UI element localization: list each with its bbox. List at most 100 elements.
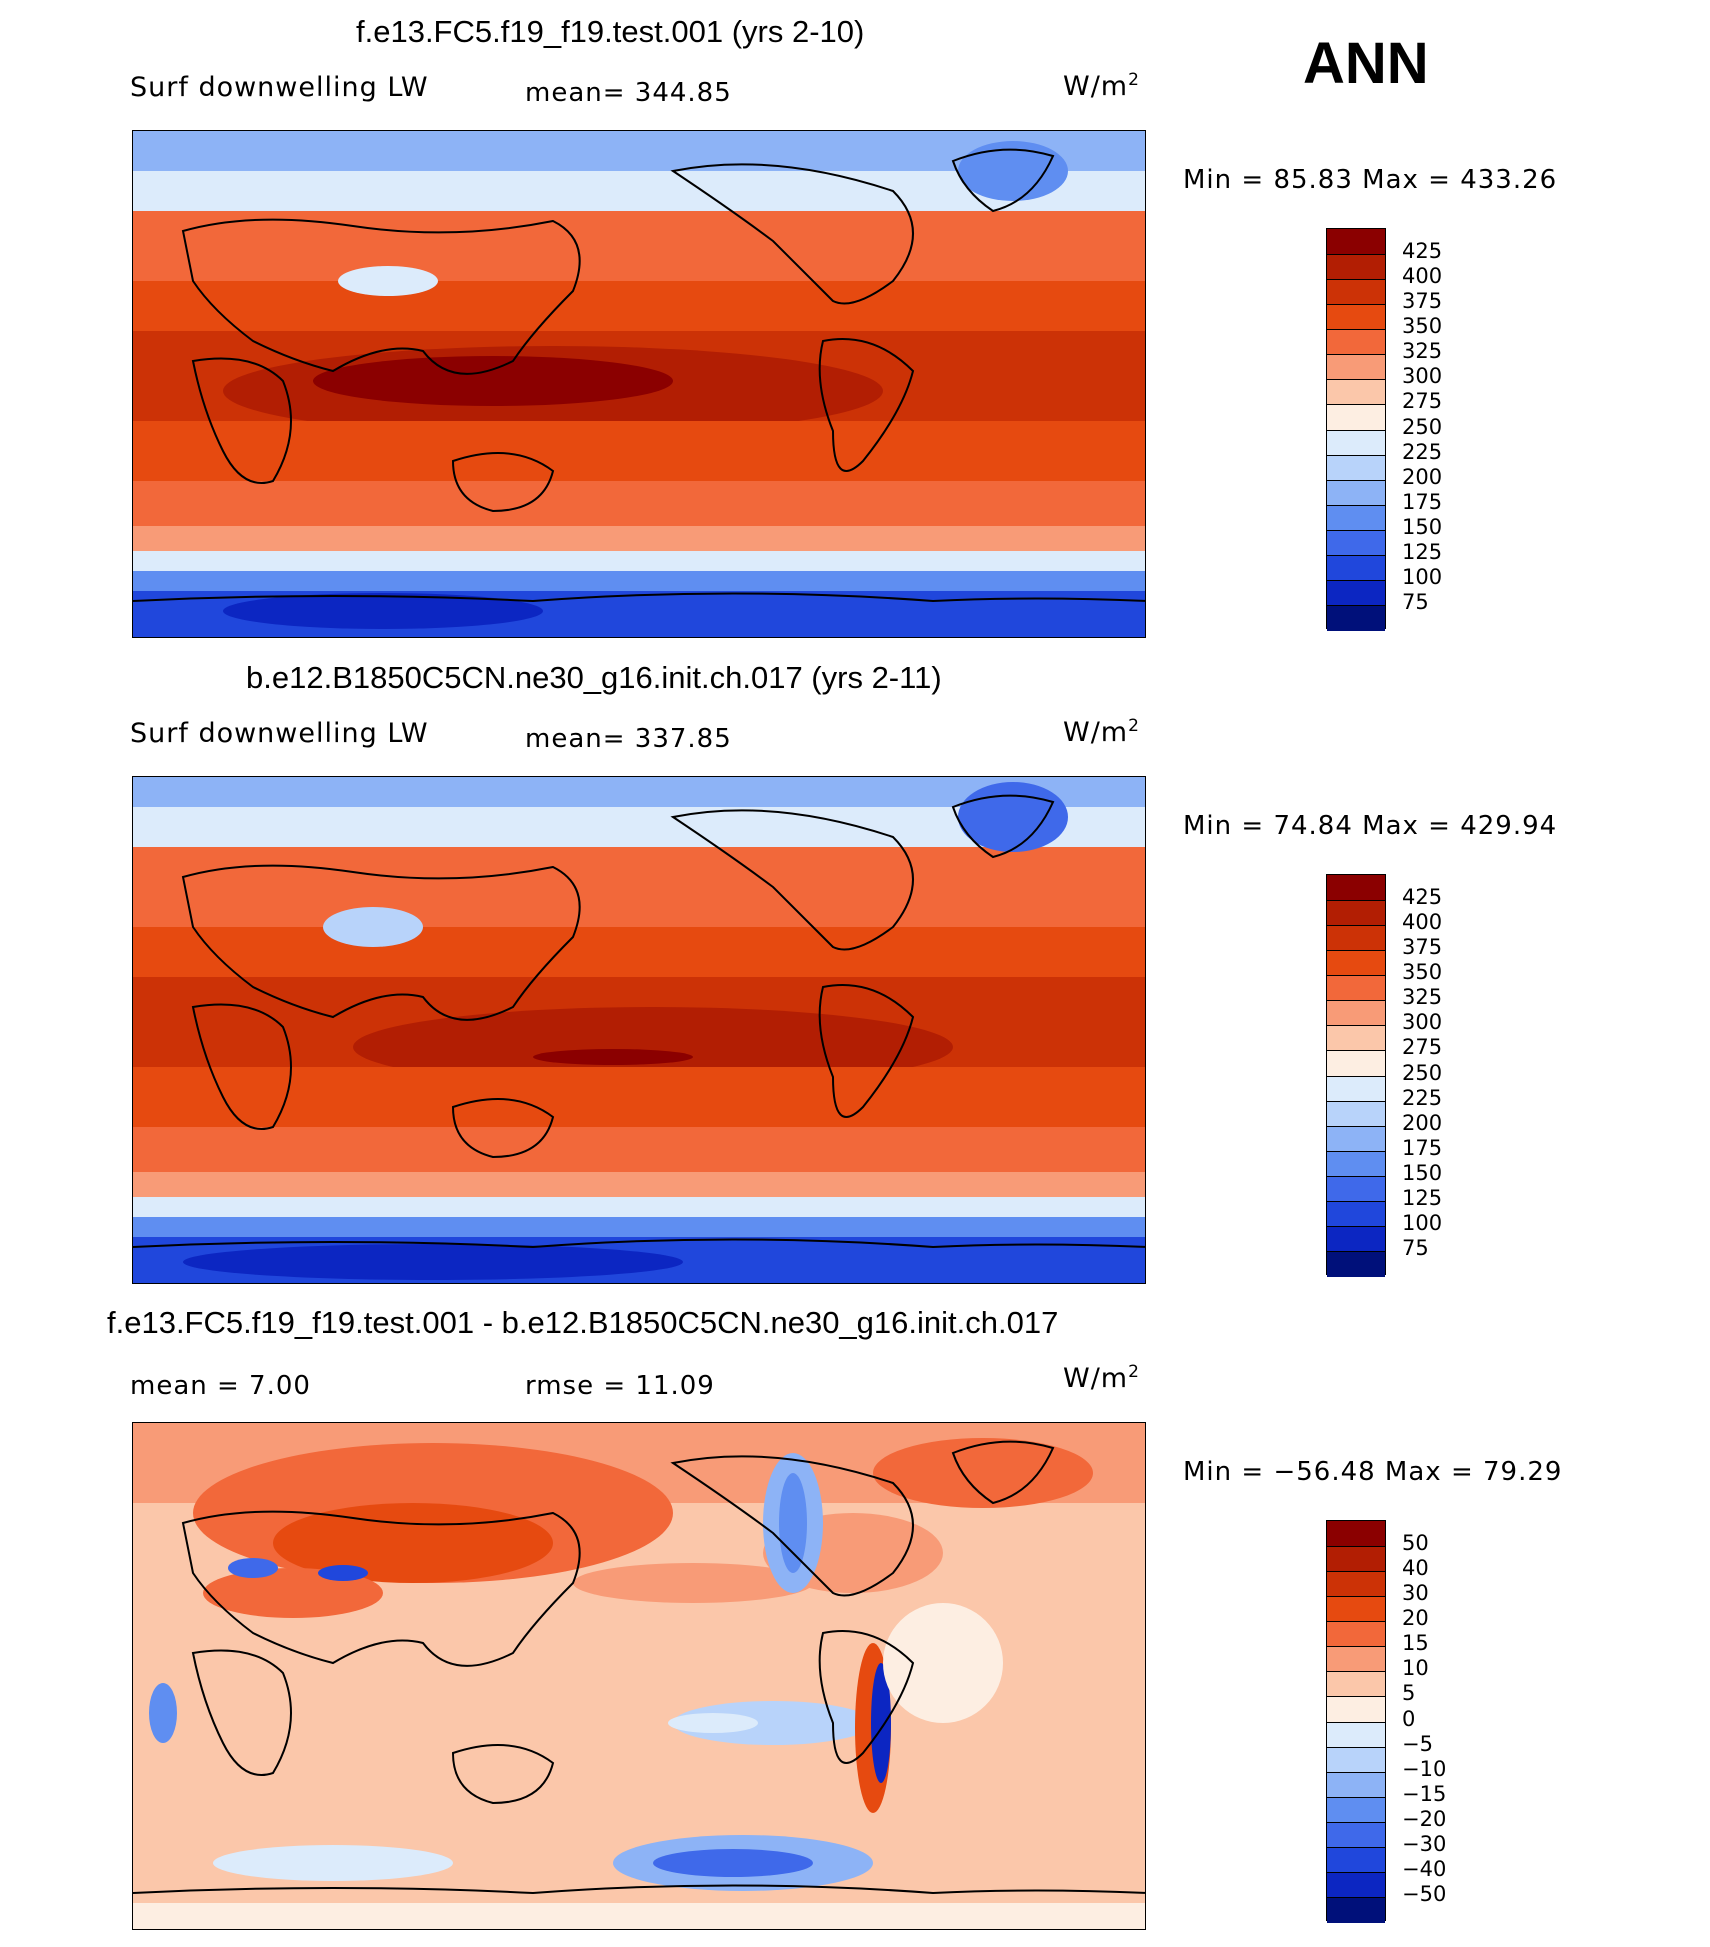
colorbar-tick-label: 50 <box>1402 1531 1429 1556</box>
panel-2-map <box>132 776 1146 1284</box>
colorbar-tick-label: −5 <box>1402 1731 1433 1756</box>
colorbar-tick-label: 75 <box>1402 1235 1429 1260</box>
colorbar-segment <box>1327 875 1385 901</box>
colorbar-tick-label: 425 <box>1402 239 1443 264</box>
panel-2-units: W/m2 <box>1063 716 1140 748</box>
colorbar-segment <box>1327 1746 1385 1773</box>
panel-2-title: b.e12.B1850C5CN.ne30_g16.init.ch.017 (yr… <box>246 660 942 695</box>
season-label: ANN <box>1303 31 1429 96</box>
panel-3-title: f.e13.FC5.f19_f19.test.001 - b.e12.B1850… <box>107 1305 1059 1340</box>
colorbar-segment <box>1327 229 1385 255</box>
panel-1-map <box>132 130 1146 638</box>
colorbar-segment <box>1327 1150 1385 1177</box>
colorbar-segment <box>1327 1225 1385 1252</box>
colorbar-tick-label: 325 <box>1402 985 1443 1010</box>
colorbar-segment <box>1327 1125 1385 1152</box>
panel-3-colorbar-box <box>1326 1520 1386 1923</box>
panel-3-rmse: rmse = 11.09 <box>525 1371 715 1401</box>
panel-3-map <box>132 1422 1146 1930</box>
colorbar-segment <box>1327 354 1385 381</box>
panel-1-title: f.e13.FC5.f19_f19.test.001 (yrs 2-10) <box>356 14 865 49</box>
colorbar-tick-label: 75 <box>1402 589 1429 614</box>
colorbar-tick-label: 200 <box>1402 464 1443 489</box>
colorbar-tick-label: 375 <box>1402 935 1443 960</box>
colorbar-segment <box>1327 404 1385 431</box>
colorbar-segment <box>1327 1571 1385 1598</box>
colorbar-tick-label: −30 <box>1402 1831 1447 1856</box>
colorbar-tick-label: 125 <box>1402 1185 1443 1210</box>
panel-1-units: W/m2 <box>1063 70 1140 102</box>
panel-1-mean: mean= 344.85 <box>525 78 732 108</box>
panel-2-colorbar: 425 400 375 350 325 300 275 250 225 200 175 150 125 1… <box>1326 874 1442 1277</box>
colorbar-tick-label: 250 <box>1402 414 1443 439</box>
colorbar-segment <box>1327 1200 1385 1227</box>
panel-1-colorbar: 425 400 375 350 325 300 275 250 225 200 175 150 125 1… <box>1326 228 1442 631</box>
colorbar-tick-label: −40 <box>1402 1856 1447 1881</box>
colorbar-tick-label: 150 <box>1402 514 1443 539</box>
colorbar-tick-label: 175 <box>1402 1135 1443 1160</box>
colorbar-segment <box>1327 1596 1385 1623</box>
colorbar-segment <box>1327 1100 1385 1127</box>
panel-3-mean: mean = 7.00 <box>130 1371 311 1401</box>
colorbar-segment <box>1327 1075 1385 1102</box>
colorbar-tick-label: 20 <box>1402 1606 1429 1631</box>
colorbar-tick-label: 250 <box>1402 1060 1443 1085</box>
colorbar-segment <box>1327 1521 1385 1547</box>
colorbar-segment <box>1327 1846 1385 1873</box>
colorbar-segment <box>1327 479 1385 506</box>
colorbar-segment <box>1327 454 1385 481</box>
colorbar-segment <box>1327 529 1385 556</box>
colorbar-tick-label: 350 <box>1402 960 1443 985</box>
colorbar-tick-label: 275 <box>1402 1035 1443 1060</box>
panel-3-units: W/m2 <box>1063 1362 1140 1394</box>
colorbar-tick-label: −20 <box>1402 1806 1447 1831</box>
colorbar-segment <box>1327 1175 1385 1202</box>
colorbar-segment <box>1327 504 1385 531</box>
colorbar-segment <box>1327 1621 1385 1648</box>
colorbar-segment <box>1327 554 1385 581</box>
colorbar-segment <box>1327 975 1385 1002</box>
colorbar-tick-label: 275 <box>1402 389 1443 414</box>
colorbar-segment <box>1327 1050 1385 1077</box>
colorbar-segment <box>1327 1821 1385 1848</box>
colorbar-tick-label: 100 <box>1402 564 1443 589</box>
colorbar-tick-label: 350 <box>1402 314 1443 339</box>
colorbar-segment <box>1327 604 1385 631</box>
colorbar-segment <box>1327 579 1385 606</box>
colorbar-segment <box>1327 1646 1385 1673</box>
panel-2-colorbar-box <box>1326 874 1386 1277</box>
colorbar-tick-label: −50 <box>1402 1881 1447 1906</box>
colorbar-tick-label: 300 <box>1402 364 1443 389</box>
colorbar-tick-label: 40 <box>1402 1556 1429 1581</box>
panel-1-field-label: Surf downwelling LW <box>130 72 429 103</box>
colorbar-segment <box>1327 900 1385 927</box>
colorbar-segment <box>1327 1546 1385 1573</box>
colorbar-segment <box>1327 1796 1385 1823</box>
colorbar-segment <box>1327 950 1385 977</box>
colorbar-tick-label: 0 <box>1402 1706 1416 1731</box>
colorbar-segment <box>1327 379 1385 406</box>
colorbar-tick-label: 200 <box>1402 1110 1443 1135</box>
colorbar-segment <box>1327 925 1385 952</box>
colorbar-segment <box>1327 1696 1385 1723</box>
panel-1-minmax: Min = 85.83 Max = 433.26 <box>1183 165 1558 195</box>
colorbar-segment <box>1327 1771 1385 1798</box>
colorbar-tick-label: 400 <box>1402 910 1443 935</box>
panel-1-colorbar-box <box>1326 228 1386 631</box>
panel-3-colorbar: 50 40 30 20 15 10 5 0 −5 −10 −15 −20 −30 −40 −50 <box>1326 1520 1446 1923</box>
colorbar-tick-label: 300 <box>1402 1010 1443 1035</box>
colorbar-tick-label: 425 <box>1402 885 1443 910</box>
panel-2-minmax: Min = 74.84 Max = 429.94 <box>1183 811 1558 841</box>
colorbar-tick-label: 30 <box>1402 1581 1429 1606</box>
colorbar-tick-label: 125 <box>1402 539 1443 564</box>
colorbar-segment <box>1327 1000 1385 1027</box>
colorbar-tick-label: 15 <box>1402 1631 1429 1656</box>
colorbar-tick-label: 150 <box>1402 1160 1443 1185</box>
colorbar-segment <box>1327 1250 1385 1277</box>
colorbar-tick-label: 10 <box>1402 1656 1429 1681</box>
panel-2-mean: mean= 337.85 <box>525 724 732 754</box>
colorbar-segment <box>1327 1871 1385 1898</box>
colorbar-segment <box>1327 1896 1385 1923</box>
colorbar-tick-label: 175 <box>1402 489 1443 514</box>
colorbar-tick-label: 400 <box>1402 264 1443 289</box>
